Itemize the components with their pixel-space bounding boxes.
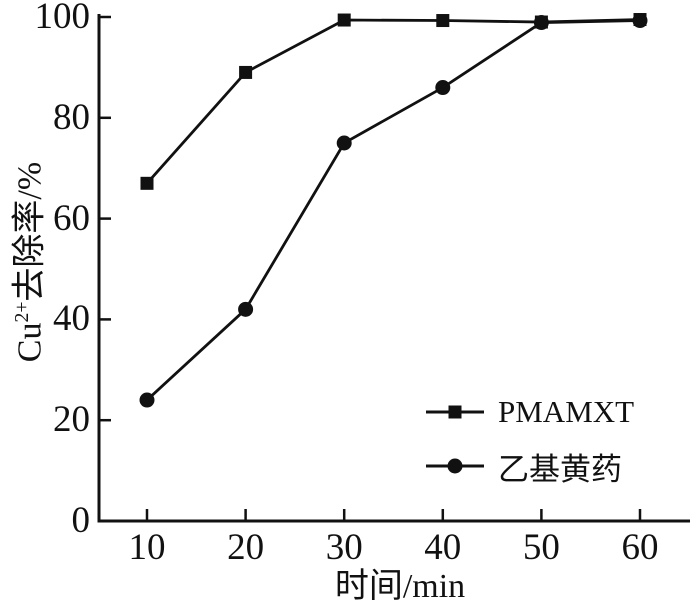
data-point-circle [139, 392, 155, 408]
legend-label-ethyl-xanthate: 乙基黄药 [498, 451, 622, 487]
circle-series-legend-marker-icon [426, 458, 484, 474]
x-tick-label: 60 [621, 527, 659, 568]
x-tick-label: 30 [325, 527, 363, 568]
legend-item-pmamxt: PMAMXT [426, 390, 634, 434]
x-tick-label: 40 [424, 527, 462, 568]
y-tick-label: 100 [34, 0, 91, 37]
y-tick-label: 0 [71, 500, 91, 541]
data-point-circle [533, 15, 549, 31]
data-point-circle [238, 301, 254, 317]
y-tick-label: 40 [53, 298, 90, 340]
square-series-legend-marker-icon [426, 405, 484, 419]
data-point-circle [336, 135, 352, 151]
y-tick-label: 60 [53, 197, 90, 239]
y-tick-label: 20 [53, 399, 90, 441]
legend: PMAMXT 乙基黄药 [426, 390, 634, 498]
y-tick-label: 80 [53, 96, 90, 138]
y-axis-label: Cu2+去除率/% [0, 102, 48, 422]
legend-item-ethyl-xanthate: 乙基黄药 [426, 444, 634, 488]
series-line-square [145, 18, 641, 185]
axes [97, 14, 690, 523]
x-tick-label: 50 [522, 527, 560, 568]
series-line-circle [146, 19, 641, 402]
data-point-square [239, 65, 253, 79]
data-point-square [436, 14, 450, 28]
x-tick-label: 10 [128, 527, 166, 568]
data-point-circle [435, 80, 451, 96]
x-axis-label: 时间/min [334, 568, 466, 601]
data-point-square [140, 176, 154, 190]
x-tick-label: 20 [227, 527, 265, 568]
legend-label-pmamxt: PMAMXT [498, 394, 635, 429]
data-point-circle [632, 13, 648, 29]
data-point-square [337, 13, 351, 27]
